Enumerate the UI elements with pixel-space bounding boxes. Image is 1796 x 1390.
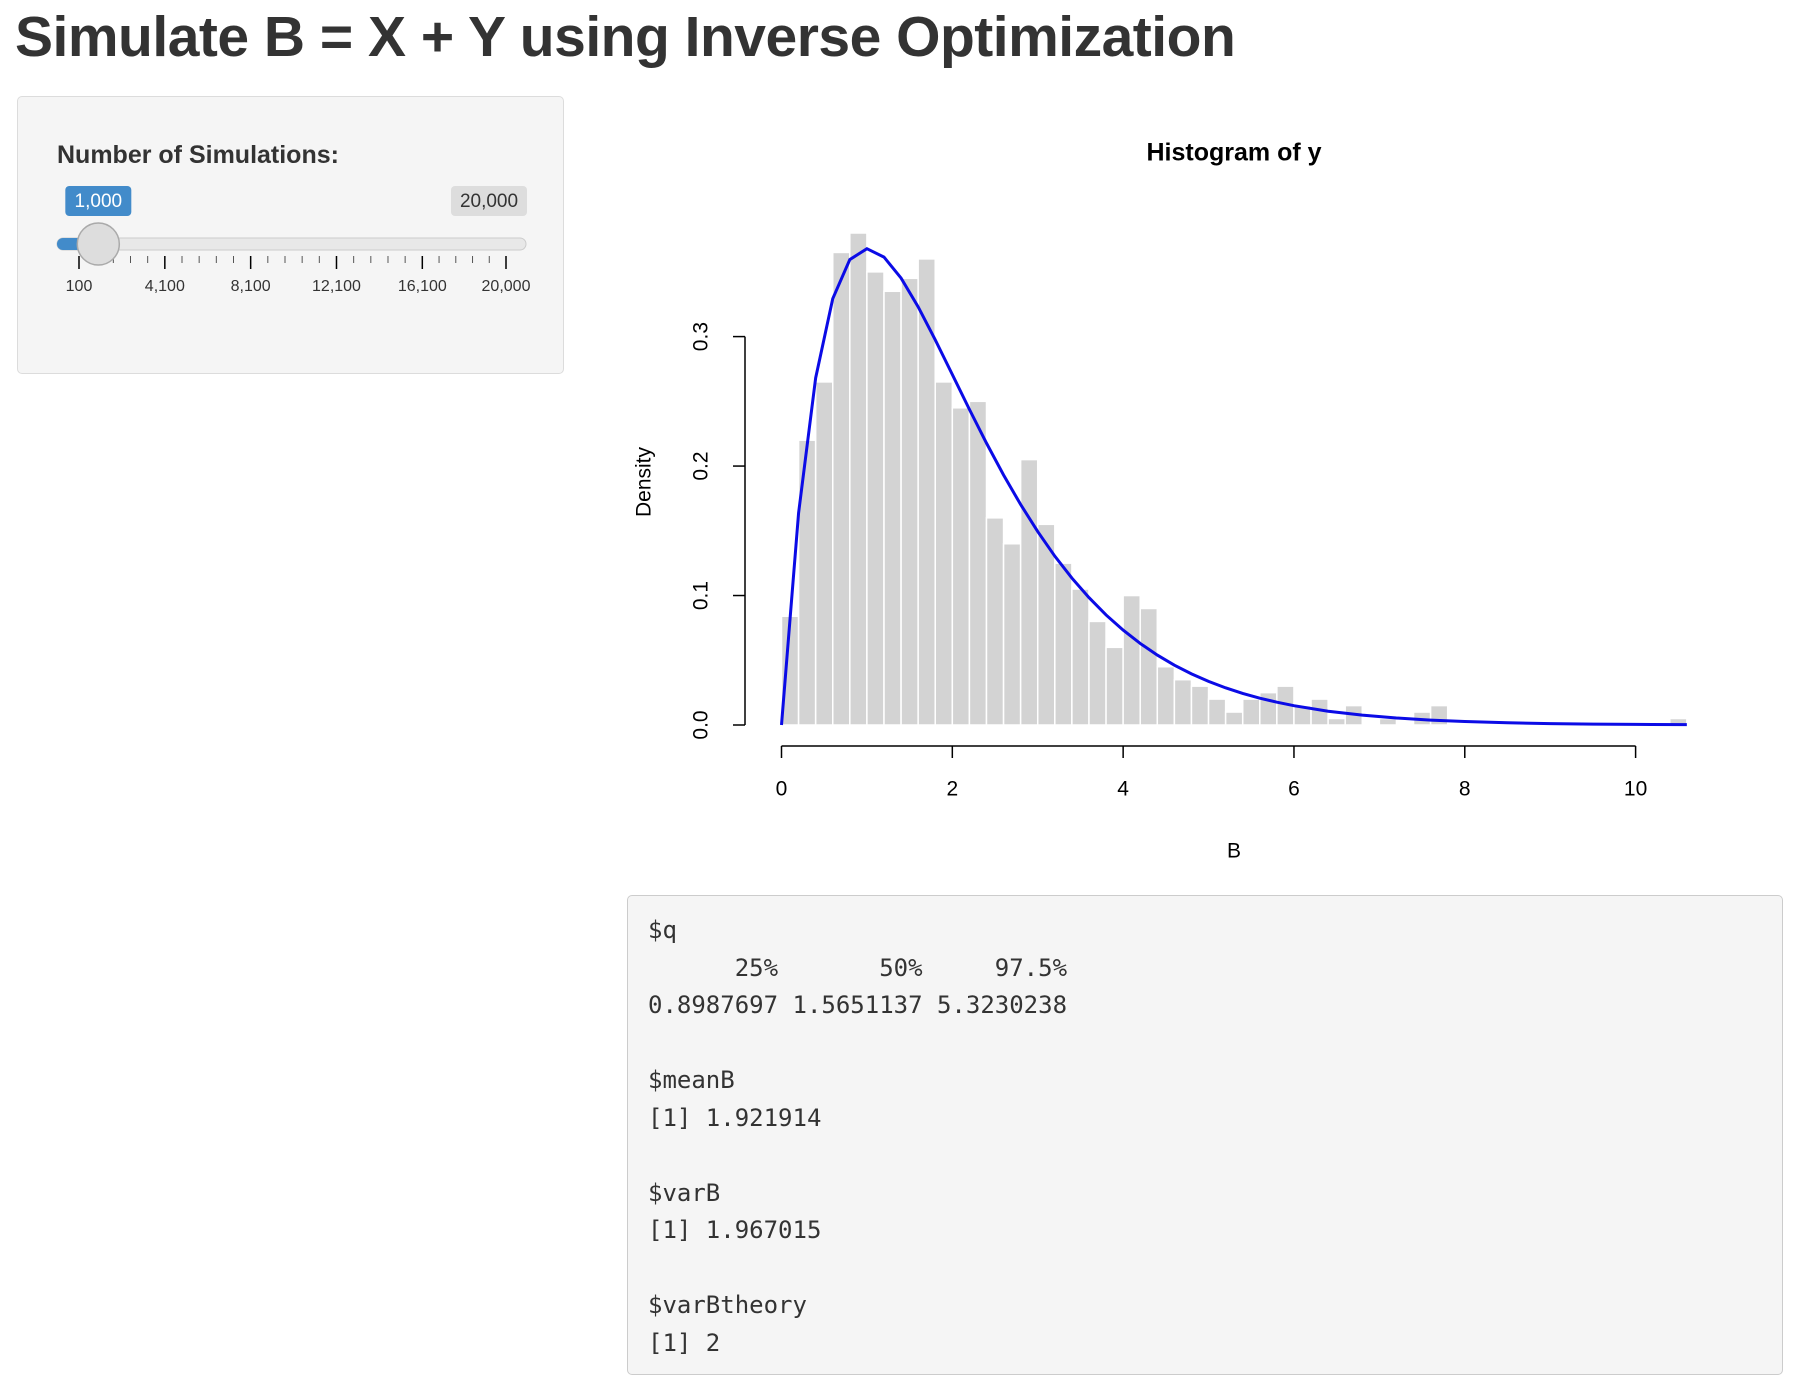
slider-value-badge — [65, 186, 132, 216]
slider-tick-label: 20,000 — [482, 278, 531, 295]
bar — [917, 258, 936, 726]
bar — [1327, 717, 1346, 726]
output-name: $varBtheory — [648, 1291, 807, 1319]
bar — [1224, 711, 1244, 726]
chart-title: Histogram of y — [1146, 139, 1321, 167]
bar — [1241, 698, 1261, 726]
slider: 100 4,100 8,100 12,100 16,100 20,000 20,000 1,0… — [56, 186, 531, 295]
output-line: 25% 50% 97.5% — [648, 953, 1068, 982]
slider-label: Number of Simulations: — [57, 141, 339, 169]
slider-tick-label: 8,100 — [231, 278, 271, 295]
bar — [883, 290, 902, 726]
bar — [1088, 620, 1107, 726]
y-tick-label: 0.0 — [690, 710, 713, 739]
slider-tick-label: 12,100 — [312, 278, 361, 295]
bar — [1139, 607, 1159, 726]
bar — [1173, 678, 1193, 726]
bar — [1122, 594, 1141, 726]
slider-tick-label: 4,100 — [145, 278, 185, 295]
bar — [831, 251, 851, 726]
x-tick-label: 0 — [776, 778, 788, 801]
bar — [1054, 562, 1073, 726]
bar — [1002, 542, 1022, 726]
slider-tick-label: 16,100 — [398, 278, 447, 295]
output-line: 0.8987697 1.5651137 5.3230238 — [648, 991, 1068, 1019]
bar — [951, 407, 971, 726]
bar — [1105, 646, 1124, 726]
bar — [1156, 665, 1176, 726]
output-block: $varB [1] 1.967015 — [648, 1175, 1762, 1250]
bar — [985, 517, 1005, 726]
bar — [866, 271, 885, 726]
x-tick-label: 6 — [1288, 778, 1300, 801]
x-tick-label: 8 — [1459, 778, 1471, 801]
output-line: [1] 2 — [648, 1328, 721, 1357]
output-block: $q 25% 50% 97.5% 0.8987697 1.5651137 5.32… — [648, 912, 1762, 1025]
density-curve — [780, 246, 1687, 727]
x-tick-label: 10 — [1624, 778, 1647, 801]
output-block: $varBtheory [1] 2 — [648, 1287, 1762, 1362]
page-title: Simulate B = X + Y using Inverse Optimiz… — [15, 5, 1236, 69]
bar — [934, 381, 954, 726]
sidebar-panel: Number of Simulations: 100 4,100 8,100 12,1… — [17, 96, 564, 374]
bar — [849, 232, 868, 726]
slider-value-label: 1,000 — [75, 191, 123, 212]
output-name: $varB — [648, 1178, 721, 1207]
bar — [1071, 588, 1090, 726]
x-tick-label: 2 — [946, 778, 958, 801]
slider-handle[interactable] — [76, 222, 121, 266]
slider-max-label: 20,000 — [460, 191, 518, 212]
slider-max-badge — [451, 186, 527, 216]
output-name: $meanB — [648, 1066, 735, 1094]
output-name: $q — [648, 916, 677, 944]
chart: Histogram of y B Density 0 2 4 6 8 10 0.0 0.1 0.2 0.… — [633, 139, 1688, 863]
y-tick-label: 0.1 — [690, 581, 713, 610]
y-tick-label: 0.2 — [690, 451, 713, 480]
bar — [1207, 698, 1227, 726]
output-line: [1] 1.967015 — [648, 1216, 822, 1244]
bar — [1019, 458, 1039, 726]
x-axis-label: B — [1227, 840, 1241, 863]
bar — [814, 381, 834, 726]
bar — [968, 400, 988, 726]
y-axis-label: Density — [633, 446, 656, 517]
bar — [1190, 685, 1210, 726]
y-tick-label: 0.3 — [690, 322, 713, 351]
x-tick-label: 4 — [1117, 778, 1129, 801]
bar — [1378, 717, 1398, 726]
output-line: [1] 1.921914 — [648, 1103, 822, 1132]
slider-tick-label: 100 — [66, 278, 93, 295]
bar — [900, 277, 919, 726]
verbatim-output: $q 25% 50% 97.5% 0.8987697 1.5651137 5.32… — [627, 895, 1783, 1375]
output-block: $meanB [1] 1.921914 — [648, 1062, 1762, 1137]
